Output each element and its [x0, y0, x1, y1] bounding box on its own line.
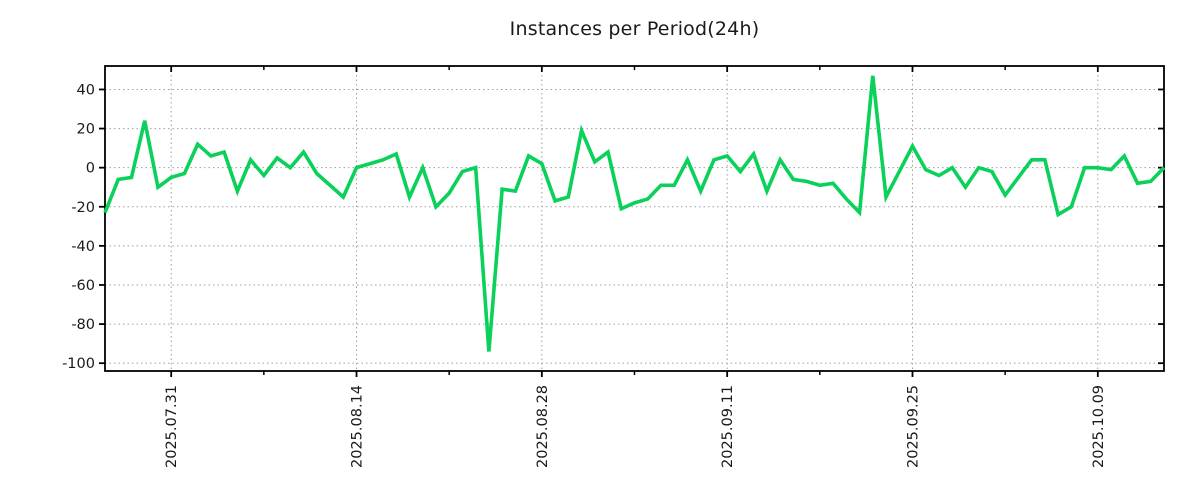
y-tick-label: -40 — [71, 239, 95, 255]
y-tick-label: -80 — [71, 317, 95, 333]
chart-title: Instances per Period(24h) — [509, 18, 760, 40]
plot-border — [104, 65, 1165, 372]
x-tick-label: 2025.10.09 — [1091, 385, 1107, 468]
y-tick-label: 20 — [77, 122, 95, 138]
x-tick-label: 2025.09.25 — [905, 385, 921, 468]
y-tick-label: -20 — [71, 200, 95, 216]
y-tick-label: -100 — [62, 356, 95, 372]
x-tick-label: 2025.07.31 — [164, 385, 180, 468]
y-tick-label: 0 — [86, 161, 95, 177]
x-tick-label: 2025.08.28 — [535, 385, 551, 468]
series-line — [103, 75, 1166, 352]
y-tick-label: 40 — [77, 82, 95, 98]
x-tick-label: 2025.09.11 — [720, 385, 736, 468]
x-tick-label: 2025.08.14 — [350, 385, 366, 468]
y-tick-label: -60 — [71, 278, 95, 294]
